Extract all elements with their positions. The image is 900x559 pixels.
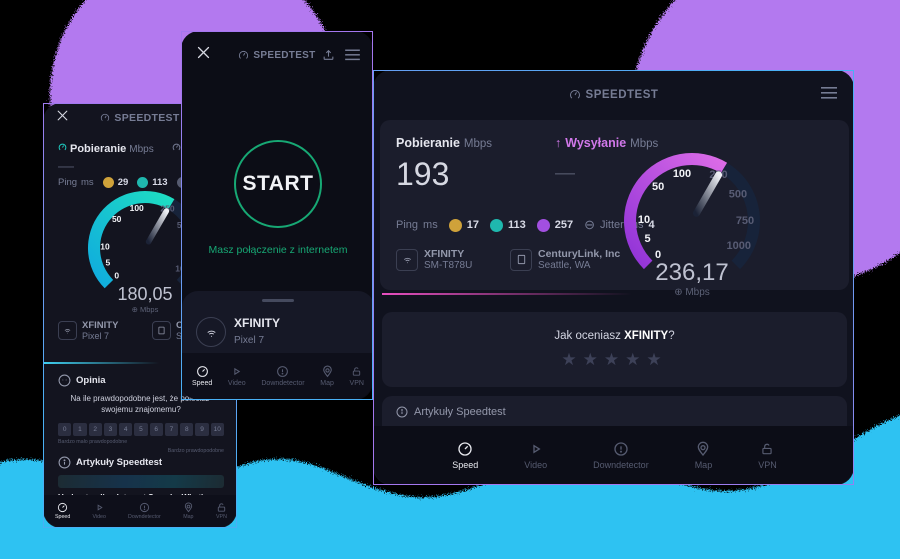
svg-text:10: 10 xyxy=(100,242,110,252)
svg-text:100: 100 xyxy=(130,203,144,213)
svg-text:250: 250 xyxy=(160,203,174,213)
svg-text:0: 0 xyxy=(114,271,119,281)
svg-text:180,05: 180,05 xyxy=(117,284,172,304)
svg-text:⊕ Mbps: ⊕ Mbps xyxy=(132,305,159,314)
svg-text:5: 5 xyxy=(106,257,111,267)
svg-text:50: 50 xyxy=(112,214,122,224)
